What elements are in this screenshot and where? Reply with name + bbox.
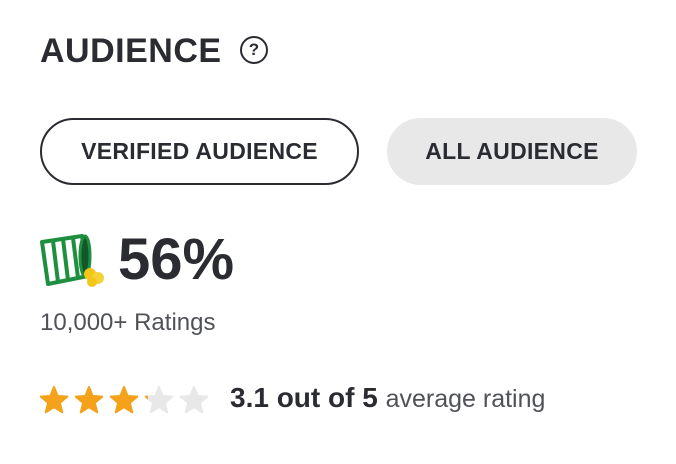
star-filled	[40, 386, 68, 414]
score: 56%	[118, 227, 235, 292]
tab-verified[interactable]: VERIFIED AUDIENCE	[40, 118, 359, 185]
star-empty	[144, 386, 174, 414]
star-empty	[179, 386, 209, 414]
rating-text: 3.1 out of 5 average rating	[230, 382, 545, 414]
help-icon[interactable]: ?	[240, 36, 268, 64]
star-filled	[75, 386, 103, 414]
rating-value: 3.1 out of 5	[230, 382, 378, 413]
tab-all[interactable]: ALL AUDIENCE	[387, 118, 637, 185]
rating-caption: average rating	[385, 385, 546, 413]
section-title: AUDIENCE	[40, 32, 222, 70]
star-rating	[39, 386, 209, 414]
ratings-count: 10,000+ Ratings	[40, 309, 216, 336]
popcorn-icon	[40, 234, 104, 287]
star-filled	[145, 395, 148, 400]
star-filled	[110, 386, 138, 414]
